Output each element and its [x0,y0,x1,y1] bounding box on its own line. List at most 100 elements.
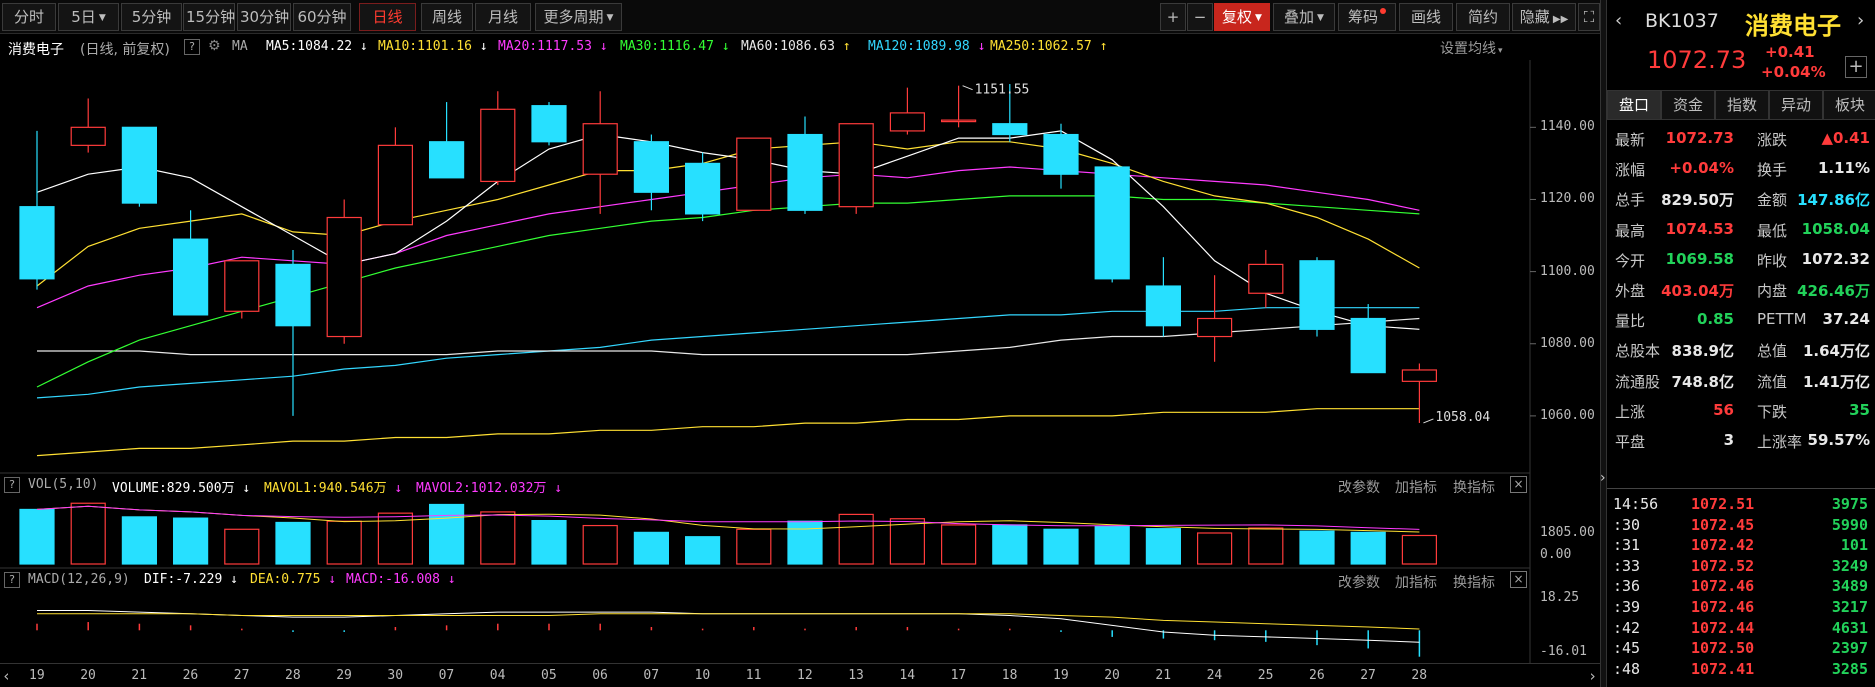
close-icon[interactable]: × [1510,476,1527,493]
candle [531,105,567,143]
indicator-link-2[interactable]: 换指标 [1453,480,1495,496]
candle [121,126,158,204]
tool-5-button[interactable]: 画线 [1399,3,1453,31]
date-label: 18 [1001,668,1018,683]
kline-chart[interactable]: 1151.55 1058.04 [0,60,1606,663]
tick-time: :33 [1613,556,1641,575]
period-1-button[interactable]: 5日 ▼ [58,3,119,31]
quote-label: 外盘 [1615,282,1646,300]
prev-icon[interactable]: ‹ [1615,10,1623,31]
quote-label: 上涨率 [1757,433,1803,451]
candle [1043,133,1079,175]
quote-value: 748.8亿 [1671,372,1734,391]
next-icon[interactable]: › [1857,10,1865,31]
tick-volume: 3489 [1831,577,1868,596]
gear-icon[interactable]: ⚙ [208,38,221,54]
quote-label: 昨收 [1757,251,1788,270]
tab-1[interactable]: 资金 [1661,90,1715,120]
quote-label: 上涨 [1615,402,1646,421]
tick-price: 1072.50 [1691,639,1755,658]
volume-tick-label: 1805.00 [1540,525,1595,540]
indicator-link-0[interactable]: 改参数 [1338,575,1380,591]
fullscreen-icon[interactable]: ⛶ [1578,3,1600,31]
volume-bar [838,513,874,565]
date-label: 19 [29,668,45,683]
help-icon[interactable]: ? [4,477,20,493]
help-icon[interactable]: ? [184,39,200,55]
period-7-button[interactable]: 周线 [421,3,473,31]
tool-1-button[interactable]: − [1187,3,1213,31]
tick-time: :30 [1613,515,1641,534]
indicator-link-0[interactable]: 改参数 [1338,480,1380,496]
date-label: 24 [1206,668,1223,683]
tab-4[interactable]: 板块 [1823,90,1875,120]
indicator-value-1: DEA:0.775 ↓ [250,572,337,587]
period-label: 周线 [431,8,462,26]
tool-6-button[interactable]: 简约 [1456,3,1510,31]
volume-bar [684,536,721,565]
tool-label: − [1193,8,1207,26]
ma-value-0: MA5:1084.22 ↓ [266,39,368,54]
volume-header: ? VOL(5,10) VOLUME:829.500万 ↓ MAVOL1:940.54… [0,473,1600,497]
annotation-arrow [1423,418,1434,424]
period-5-button[interactable]: 60分钟 [293,3,351,31]
tool-4-button[interactable]: 筹码 [1338,3,1396,31]
panel-splitter[interactable]: › [1600,0,1606,687]
period-6-button[interactable]: 日线 [359,3,416,31]
candle [19,206,55,280]
ma-value-3: MA30:1116.47 ↓ [620,39,730,54]
quote-row: 涨幅 +0.04% 换手 1.11% [1607,154,1875,184]
period-4-button[interactable]: 30分钟 [237,3,291,31]
date-label: 20 [1104,668,1120,683]
period-8-button[interactable]: 月线 [475,3,531,31]
quote-value: 1.64万亿 [1802,342,1870,361]
candle [377,144,413,226]
period-0-button[interactable]: 分时 [2,3,56,31]
quote-value: 1074.53 [1665,219,1734,238]
ma-settings-link[interactable]: 设置均线 ▾ [1440,41,1503,57]
mavol-line [36,505,1420,533]
candle [224,260,260,312]
indicator-link-1[interactable]: 加指标 [1395,575,1437,591]
annotation-label: 1058.04 [1435,410,1490,425]
date-label: 13 [848,668,864,683]
tool-label: 复权 [1222,8,1253,26]
quote-value: 1072.73 [1665,129,1734,147]
scroll-right-icon[interactable]: › [1588,667,1598,685]
tick-volume: 3249 [1831,556,1868,575]
quote-label: 涨幅 [1615,161,1646,180]
quote-value: 1072.32 [1801,249,1870,268]
add-watch-icon[interactable]: + [1845,56,1867,78]
date-label: 21 [131,668,148,683]
date-label: 11 [745,668,762,683]
tab-2[interactable]: 指数 [1715,90,1769,120]
ma-value-1: MA10:1101.16 ↓ [378,39,488,54]
tool-0-button[interactable]: + [1160,3,1186,31]
quote-label: 今开 [1615,251,1646,270]
scroll-left-icon[interactable]: ‹ [2,667,12,685]
macd-line [37,613,1420,630]
quote-label: 量比 [1615,312,1646,331]
indicator-link-2[interactable]: 换指标 [1453,575,1495,591]
tick-price: 1072.42 [1691,536,1755,555]
help-icon[interactable]: ? [4,572,20,588]
indicator-link-1[interactable]: 加指标 [1395,480,1437,496]
quote-row: 最新 1072.73 涨跌 ▲0.41 [1607,124,1875,154]
close-icon[interactable]: × [1510,571,1527,588]
dropdown-icon: ▼ [1255,12,1262,23]
tab-0[interactable]: 盘口 [1607,90,1661,120]
quote-value: ▲0.41 [1821,129,1870,147]
quote-value: 37.24 [1822,310,1870,329]
tool-2-button[interactable]: 复权 ▼ [1214,3,1270,31]
collapse-icon[interactable]: › [1600,470,1606,486]
period-9-button[interactable]: 更多周期 ▼ [535,3,622,31]
tab-3[interactable]: 异动 [1769,90,1823,120]
quote-value: 147.86亿 [1797,191,1870,210]
tool-3-button[interactable]: 叠加 ▼ [1273,3,1335,31]
date-label: 20 [80,668,96,683]
price-tick-label: 1100.00 [1540,263,1595,279]
tool-7-button[interactable]: 隐藏 ▶▶ [1512,3,1576,31]
volume-bar [582,524,618,565]
period-3-button[interactable]: 15分钟 [183,3,235,31]
period-2-button[interactable]: 5分钟 [121,3,182,31]
